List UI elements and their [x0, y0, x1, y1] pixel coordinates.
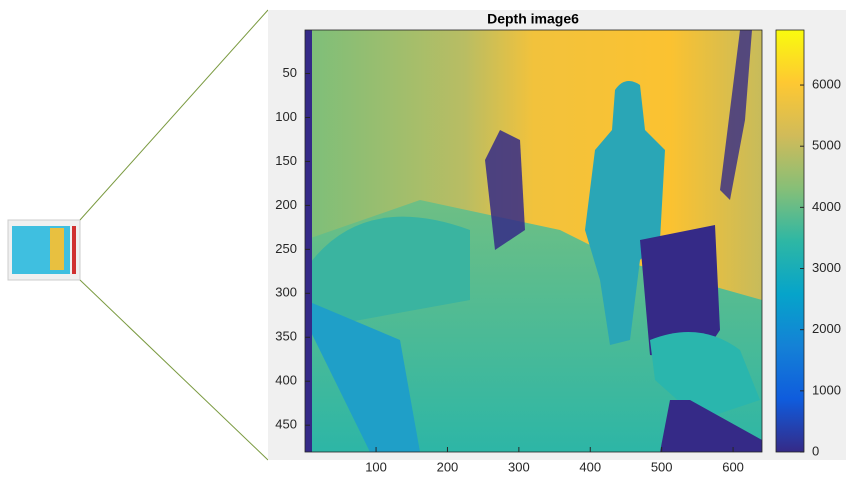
y-tick-label: 300 — [275, 285, 297, 300]
colorbar-tick-label: 2000 — [812, 321, 841, 336]
colorbar-tick-label: 1000 — [812, 382, 841, 397]
zoom-line — [79, 279, 269, 461]
axes-box — [304, 29, 763, 453]
colorbar-tick-label: 6000 — [812, 76, 841, 91]
thumbnail-image — [50, 228, 64, 270]
thumbnail-colorbar — [72, 226, 76, 274]
depth-image — [305, 30, 762, 452]
y-tick-label: 400 — [275, 373, 297, 388]
x-tick-label: 500 — [651, 459, 673, 474]
x-tick-label: 200 — [437, 459, 459, 474]
colorbar: 0 1000 2000 3000 4000 5000 6000 — [775, 29, 841, 458]
y-tick-label: 250 — [275, 241, 297, 256]
colorbar-tick-label: 3000 — [812, 260, 841, 275]
y-tick-label: 50 — [283, 65, 297, 80]
y-tick-label: 350 — [275, 329, 297, 344]
zoom-line — [79, 9, 269, 221]
x-tick-label: 400 — [579, 459, 601, 474]
colorbar-tick-label: 5000 — [812, 138, 841, 153]
x-tick-label: 100 — [365, 459, 387, 474]
colorbar-tick-label: 4000 — [812, 199, 841, 214]
y-tick-label: 200 — [275, 197, 297, 212]
colorbar-tick-label: 0 — [812, 443, 819, 458]
colorbar-fill — [775, 29, 805, 453]
x-tick-label: 300 — [508, 459, 530, 474]
chart-title: Depth image6 — [487, 11, 579, 27]
y-tick-label: 150 — [275, 153, 297, 168]
x-tick-label: 600 — [722, 459, 744, 474]
y-tick-label: 100 — [275, 109, 297, 124]
y-tick-label: 450 — [275, 417, 297, 432]
